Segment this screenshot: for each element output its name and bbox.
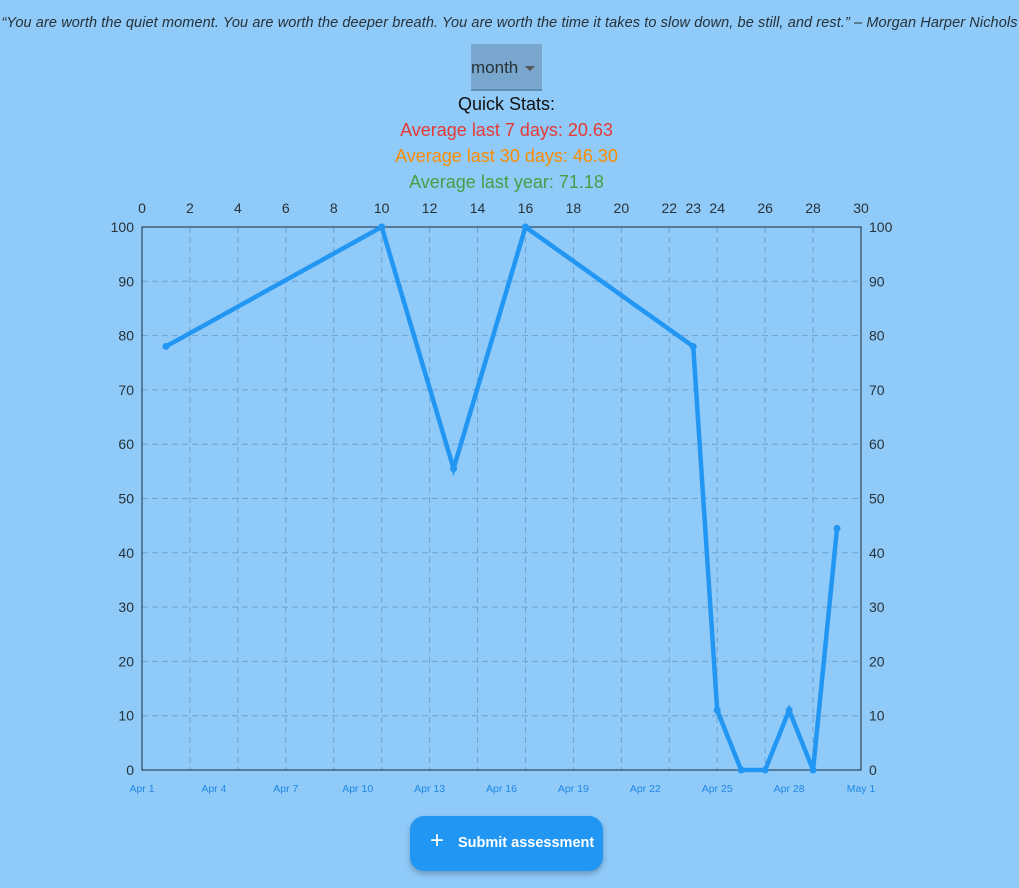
data-point (450, 465, 458, 473)
x-top-tick-label: 20 (614, 200, 630, 216)
x-top-tick-label: 28 (805, 200, 821, 216)
x-date-tick-label: Apr 10 (342, 783, 373, 795)
plus-icon: + (430, 827, 445, 854)
y-tick-label-left: 40 (118, 545, 134, 561)
data-point (521, 223, 529, 231)
x-top-tick-label: 6 (282, 200, 290, 216)
quote-text: “You are worth the quiet moment. You are… (1, 15, 1018, 31)
submit-assessment-button[interactable]: + Submit assessment (410, 816, 603, 871)
y-tick-label-left: 90 (118, 273, 134, 289)
x-top-tick-label: 10 (374, 200, 390, 216)
y-tick-label-right: 0 (869, 762, 877, 778)
x-top-tick-label: 26 (757, 200, 773, 216)
x-date-tick-label: Apr 22 (630, 783, 661, 795)
x-date-tick-label: Apr 25 (702, 783, 733, 795)
x-top-tick-label: 14 (470, 200, 486, 216)
data-point (713, 706, 721, 714)
x-top-tick-label: 12 (422, 200, 438, 216)
y-tick-label-right: 30 (869, 599, 885, 615)
y-tick-label-right: 100 (869, 219, 893, 235)
x-date-tick-label: Apr 19 (558, 783, 589, 795)
x-top-tick-label: 24 (709, 200, 725, 216)
x-date-tick-label: Apr 1 (129, 783, 154, 795)
submit-assessment-label: Submit assessment (458, 835, 595, 851)
y-tick-label-right: 60 (869, 436, 885, 452)
x-top-tick-label: 23 (685, 200, 701, 216)
data-point (378, 223, 386, 231)
y-tick-label-right: 10 (869, 708, 885, 724)
x-top-tick-label: 22 (661, 200, 677, 216)
y-tick-label-left: 70 (118, 382, 134, 398)
y-tick-label-left: 80 (118, 328, 134, 344)
data-point (833, 524, 841, 532)
x-date-tick-label: Apr 4 (201, 783, 226, 795)
plot-frame (141, 226, 862, 771)
y-tick-label-right: 70 (869, 382, 885, 398)
range-dropdown-value: month (471, 58, 519, 77)
y-tick-label-left: 50 (118, 491, 134, 507)
x-top-tick-label: 16 (518, 200, 534, 216)
data-point (689, 342, 697, 350)
x-date-tick-label: Apr 16 (486, 783, 517, 795)
y-tick-label-right: 50 (869, 491, 885, 507)
x-top-tick-label: 30 (853, 200, 869, 216)
x-date-tick-label: Apr 28 (774, 783, 805, 795)
data-point (737, 766, 745, 774)
y-tick-label-left: 100 (111, 219, 135, 235)
data-point (761, 766, 769, 774)
y-tick-label-left: 30 (118, 599, 134, 615)
avg-30-days: Average last 30 days: 46.30 (395, 146, 618, 166)
chevron-down-icon (525, 66, 535, 71)
y-tick-label-left: 10 (118, 708, 134, 724)
avg-7-days: Average last 7 days: 20.63 (400, 120, 613, 140)
x-top-tick-label: 18 (566, 200, 582, 216)
x-top-tick-label: 4 (234, 200, 242, 216)
x-top-tick-label: 2 (186, 200, 194, 216)
y-tick-label-right: 20 (869, 653, 885, 669)
quick-stats-title: Quick Stats: (457, 94, 556, 114)
y-tick-label-right: 90 (869, 273, 885, 289)
x-date-tick-label: Apr 13 (414, 783, 445, 795)
y-tick-label-right: 80 (869, 328, 885, 344)
x-top-tick-label: 0 (138, 200, 146, 216)
y-tick-label-left: 60 (118, 436, 134, 452)
x-date-tick-label: May 1 (847, 783, 876, 795)
avg-last-year: Average last year: 71.18 (409, 172, 604, 192)
y-tick-label-left: 20 (118, 653, 134, 669)
data-point (162, 342, 170, 350)
y-tick-label-right: 40 (869, 545, 885, 561)
range-dropdown[interactable]: month (471, 44, 542, 91)
y-tick-label-left: 0 (126, 762, 134, 778)
data-point (785, 706, 793, 714)
x-date-tick-label: Apr 7 (273, 783, 298, 795)
data-point (809, 766, 817, 774)
x-top-tick-label: 8 (330, 200, 338, 216)
